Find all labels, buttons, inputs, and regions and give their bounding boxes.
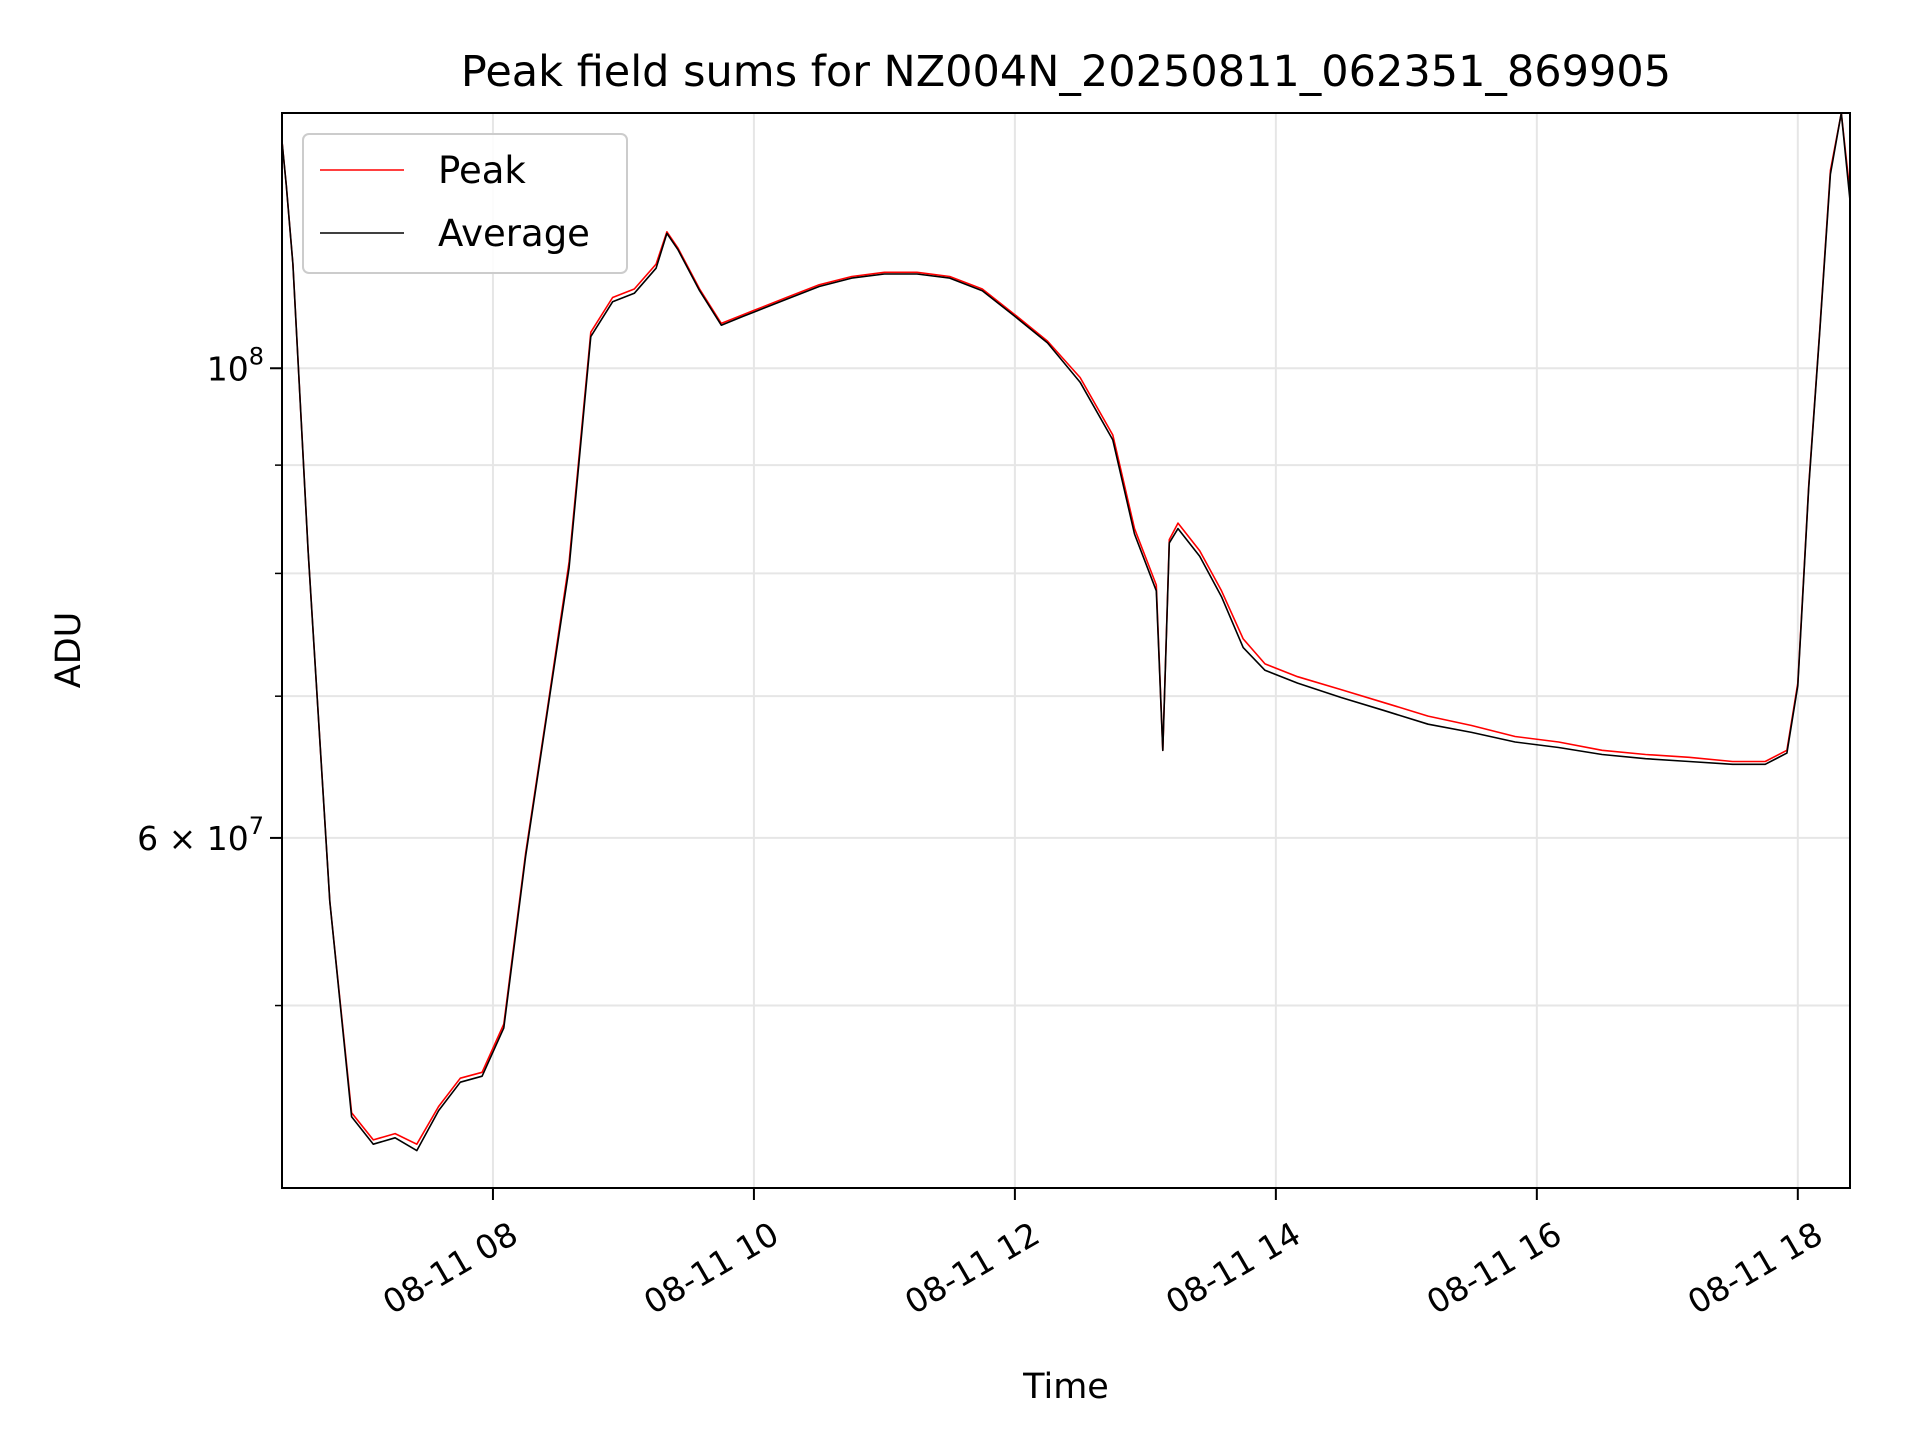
plot-frame (281, 112, 1851, 1189)
chart-title: Peak field sums for NZ004N_20250811_0623… (461, 47, 1671, 97)
y-tick-label: 6 × 107 (137, 812, 264, 858)
legend: Peak Average (302, 133, 628, 274)
y-axis-label: ADU (49, 612, 89, 689)
legend-label-peak: Peak (438, 149, 526, 192)
x-axis-label: Time (1022, 1367, 1109, 1407)
grid (282, 113, 1850, 1188)
y-ticks: 108 6 × 107 (137, 342, 282, 1007)
series-line-peak (281, 112, 1851, 1145)
y-tick-label: 108 (207, 342, 264, 388)
legend-box (302, 133, 628, 274)
series-line-average (281, 112, 1851, 1152)
legend-label-average: Average (438, 212, 590, 255)
plot-lines (281, 112, 1851, 1152)
